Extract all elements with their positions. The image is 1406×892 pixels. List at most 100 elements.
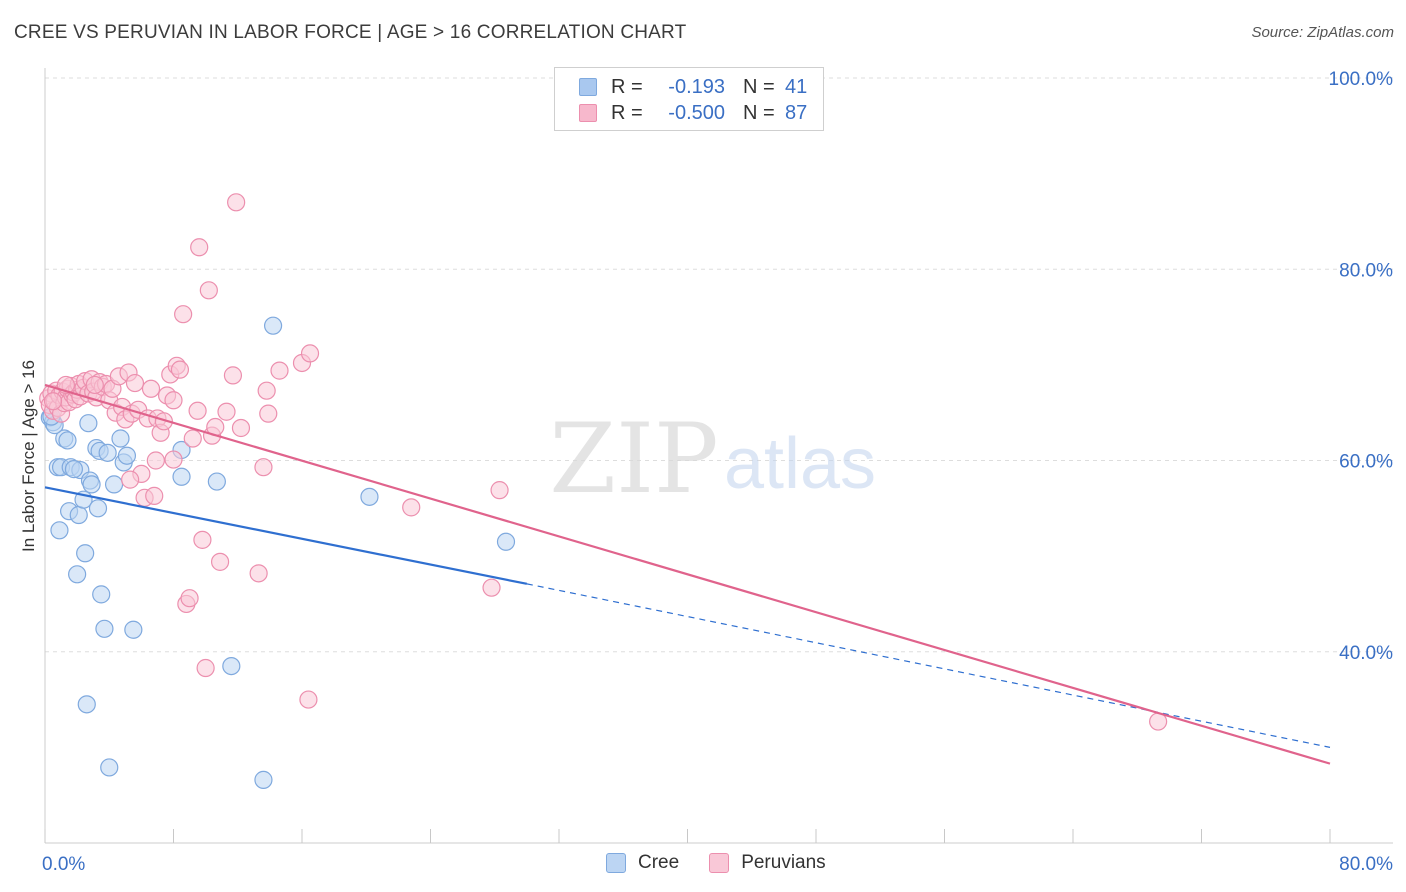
watermark-atlas: atlas [724,424,876,504]
cree-point [79,414,98,433]
peruvian-point [164,450,183,469]
peruvian-point [227,193,246,212]
peruvian-point [193,530,212,549]
chart-title: CREE VS PERUVIAN IN LABOR FORCE | AGE > … [14,22,687,43]
axes [44,68,1393,844]
peruvian-point [180,589,199,608]
correlation-legend: R = -0.193 N = 41 R = -0.500 N = 87 [554,67,824,131]
peruvian-point [125,373,145,393]
legend-row-cree: R = -0.193 N = 41 [579,74,807,100]
x-tick-labels: 0.0% 80.0% [42,854,1393,875]
trend-lines [44,383,1331,765]
watermark: ZIP atlas [549,403,876,515]
cree-point [58,431,77,450]
cree-point [263,316,283,335]
peruvian-points [39,193,1168,731]
cree-point [117,446,137,465]
peruvian-point [254,458,273,477]
cree-point [222,656,241,676]
cree-point [64,460,84,479]
peruvian-point [300,344,320,363]
peruvian-point [141,379,161,398]
cree-point [50,521,69,540]
series-name-peruvians: Peruvians [741,852,826,873]
r-label: R = [611,75,643,98]
cree-point [82,475,101,494]
y-tick-label: 60.0% [1339,452,1393,473]
cree-point [95,619,114,638]
n-value: 87 [785,101,808,124]
peruvian-point [121,470,140,489]
peruvian-point [217,402,236,421]
peruvian-point [199,281,218,300]
peruvian-point [174,305,193,324]
peruvian-point [490,481,509,500]
peruvian-point [43,392,63,411]
peruvian-point [299,690,318,709]
cree-point [496,532,516,551]
cree-point [100,758,119,777]
y-tick-label: 100.0% [1329,69,1394,90]
n-label: N = [743,75,775,98]
peruvian-point [154,412,173,431]
cree-trend-line [44,486,528,585]
cree-point [69,505,88,525]
cree-points [40,316,516,789]
source-credit: Source: ZipAtlas.com [1251,24,1394,41]
cree-point [88,499,108,518]
r-value: -0.193 [668,75,725,98]
series-swatch-cree [606,853,626,873]
peruvian-point [145,486,164,505]
peruvian-point [210,552,230,571]
legend-swatch-cree [579,78,597,96]
peruvian-point [249,564,268,583]
cree-point [76,544,95,563]
cree-point [77,695,96,714]
peruvian-point [183,429,202,448]
x-tick-label: 0.0% [42,854,85,875]
cree-trend-extension [526,583,1331,748]
peruvian-point [170,360,190,379]
y-tick-label: 80.0% [1339,260,1393,281]
y-tick-label: 40.0% [1339,643,1393,664]
peruvian-point [146,451,165,470]
cree-point [104,475,124,494]
n-value: 41 [785,75,808,98]
y-tick-labels: 40.0% 60.0% 80.0% 100.0% [1329,69,1394,664]
cree-point [98,443,117,462]
peruvian-point [231,418,251,438]
peruvian-point [259,404,278,423]
peruvian-point [164,391,183,410]
peruvian-point [223,366,243,385]
grid-lines [45,77,1393,653]
peruvian-point [270,361,289,380]
r-label: R = [611,101,643,124]
cree-point [207,472,226,491]
cree-point [124,620,143,639]
peruvian-point [85,375,104,395]
cree-point [360,487,379,506]
peruvian-trend-line [44,383,1331,765]
peruvian-point [257,381,276,400]
peruvian-point [190,238,209,257]
n-label: N = [743,101,775,124]
peruvian-point [482,578,501,597]
watermark-zip: ZIP [549,403,718,515]
series-legend-cree: Cree [606,852,679,874]
y-axis-label: In Labor Force | Age > 16 [19,360,38,552]
peruvian-point [188,401,207,420]
series-swatch-peruvians [709,853,730,873]
cree-point [111,429,130,448]
cree-point [254,770,273,789]
cree-point [68,565,87,584]
series-name-cree: Cree [638,852,680,873]
r-value: -0.500 [668,101,725,124]
peruvian-point [402,498,421,517]
x-tick-label: 80.0% [1339,854,1393,875]
legend-row-peruvians: R = -0.500 N = 87 [579,100,807,126]
legend-swatch-peruvians [579,104,597,122]
series-legend-peruvians: Peruvians [709,852,826,874]
peruvian-point [196,658,215,678]
cree-point [172,467,191,486]
